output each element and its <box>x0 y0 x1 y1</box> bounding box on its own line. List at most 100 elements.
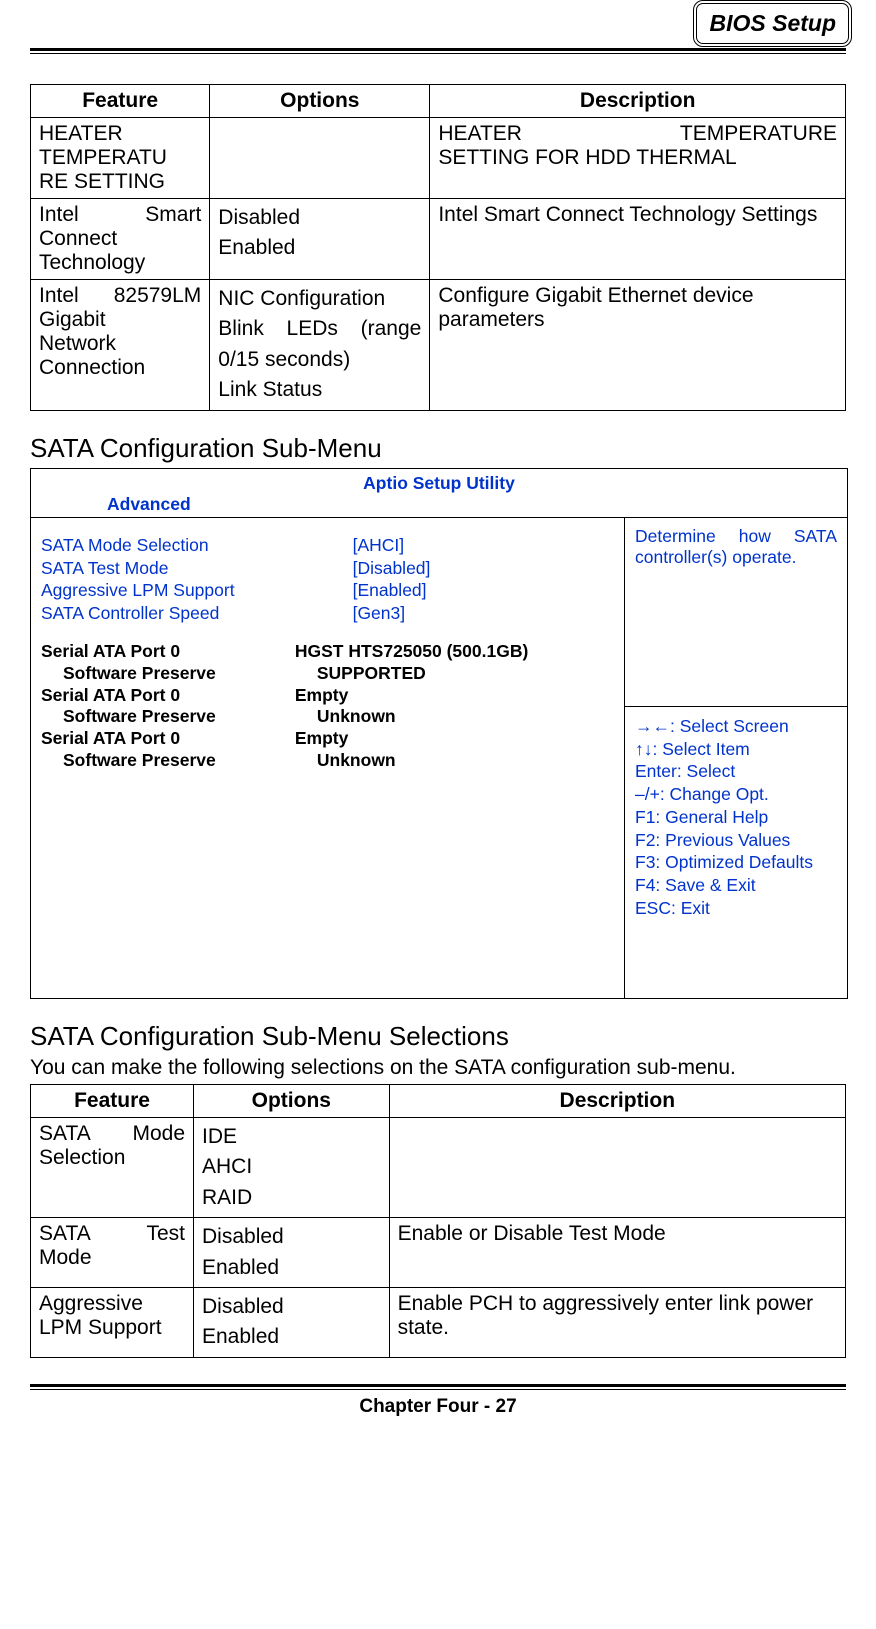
text: 82579LM <box>114 284 202 307</box>
feature-cell: Intel 82579LM Gigabit Network Connection <box>31 280 210 411</box>
table-row: Aggressive LPM Support Disabled Enabled … <box>31 1287 846 1357</box>
text: Disabled <box>202 1222 381 1252</box>
setting-name: Aggressive LPM Support <box>41 579 353 602</box>
bios-utility-title: Aptio Setup Utility <box>31 469 847 494</box>
page-footer: Chapter Four - 27 <box>30 1396 846 1418</box>
setting-value: [Gen3] <box>353 602 406 625</box>
col-header-description: Description <box>389 1084 845 1117</box>
key-hint: ↑↓: Select Item <box>635 738 837 761</box>
bios-settings-pane: SATA Mode Selection[AHCI] SATA Test Mode… <box>31 518 624 998</box>
col-header-description: Description <box>430 85 846 118</box>
text: Intel <box>39 203 79 226</box>
text: TEMPERATURE <box>680 122 837 145</box>
bios-setting-row[interactable]: SATA Test Mode[Disabled] <box>41 557 618 580</box>
bios-tab-advanced[interactable]: Advanced <box>31 494 847 518</box>
feature-cell: SATA Mode Selection <box>31 1117 194 1217</box>
bios-setting-row[interactable]: Aggressive LPM Support[Enabled] <box>41 579 618 602</box>
port-value: Unknown <box>317 706 396 728</box>
text: RAID <box>202 1183 381 1213</box>
bios-port-row: Serial ATA Port 0HGST HTS725050 (500.1GB… <box>41 641 618 663</box>
text: RE SETTING <box>39 170 201 194</box>
setting-value: [AHCI] <box>353 534 405 557</box>
text: Enabled <box>202 1322 381 1352</box>
text: Enabled <box>202 1253 381 1283</box>
text: Test <box>146 1222 185 1245</box>
text: Network <box>39 332 201 356</box>
feature-cell: Aggressive LPM Support <box>31 1287 194 1357</box>
text: LPM Support <box>39 1316 185 1340</box>
table-row: HEATER TEMPERATU RE SETTING HEATER TEMPE… <box>31 118 846 199</box>
port-value: Unknown <box>317 750 396 772</box>
port-name: Software Preserve <box>41 750 317 772</box>
text: SATA <box>39 1122 90 1145</box>
section-heading-sata-config-selections: SATA Configuration Sub-Menu Selections <box>30 1021 846 1052</box>
setting-value: [Disabled] <box>353 557 431 580</box>
key-hint: F2: Previous Values <box>635 829 837 852</box>
text: Link Status <box>218 375 421 405</box>
text: Intel Smart <box>39 203 201 227</box>
key-hint: F4: Save & Exit <box>635 874 837 897</box>
port-name: Serial ATA Port 0 <box>41 728 295 750</box>
options-cell <box>210 118 430 199</box>
bios-setting-row[interactable]: SATA Mode Selection[AHCI] <box>41 534 618 557</box>
page-header: BIOS Setup <box>30 0 846 72</box>
table-row: SATA Mode Selection IDE AHCI RAID <box>31 1117 846 1217</box>
key-hint: ESC: Exit <box>635 897 837 920</box>
text: Mode <box>39 1246 185 1270</box>
text: NIC Configuration <box>218 284 421 314</box>
port-value: Empty <box>295 685 348 707</box>
text: Connect <box>39 227 201 251</box>
text: Mode <box>132 1122 185 1145</box>
port-value: HGST HTS725050 (500.1GB) <box>295 641 528 663</box>
text: Aggressive <box>39 1292 185 1316</box>
description-cell: Configure Gigabit Ethernet device parame… <box>430 280 846 411</box>
text: Blink LEDs (range 0/15 seconds) <box>218 314 421 375</box>
text: Selection <box>39 1146 185 1170</box>
text: Connection <box>39 356 201 380</box>
options-cell: IDE AHCI RAID <box>194 1117 390 1217</box>
header-rule <box>30 48 846 54</box>
col-header-feature: Feature <box>31 1084 194 1117</box>
feature-table-1: Feature Options Description HEATER TEMPE… <box>30 84 846 411</box>
setting-name: SATA Mode Selection <box>41 534 353 557</box>
text: SATA Mode <box>39 1122 185 1146</box>
port-value: SUPPORTED <box>317 663 426 685</box>
feature-cell: SATA Test Mode <box>31 1218 194 1288</box>
setting-name: SATA Test Mode <box>41 557 353 580</box>
port-name: Serial ATA Port 0 <box>41 641 295 663</box>
text: Enabled <box>218 233 421 263</box>
text: HEATER TEMPERATURE <box>438 122 837 146</box>
table-row: SATA Test Mode Disabled Enabled Enable o… <box>31 1218 846 1288</box>
key-hint: –/+: Change Opt. <box>635 783 837 806</box>
bios-port-row: Software PreserveSUPPORTED <box>41 663 618 685</box>
col-header-options: Options <box>210 85 430 118</box>
bios-key-legend: →←: Select Screen ↑↓: Select Item Enter:… <box>625 706 847 998</box>
bios-port-row: Software PreserveUnknown <box>41 706 618 728</box>
bios-help-pane: Determine how SATA controller(s) operate… <box>624 518 847 998</box>
text: TEMPERATU <box>39 146 201 170</box>
table-row: Intel 82579LM Gigabit Network Connection… <box>31 280 846 411</box>
text: Intel 82579LM <box>39 284 201 308</box>
text: SATA <box>39 1222 90 1245</box>
table-header-row: Feature Options Description <box>31 1084 846 1117</box>
setting-name: SATA Controller Speed <box>41 602 353 625</box>
port-name: Software Preserve <box>41 663 317 685</box>
text: Gigabit <box>39 308 201 332</box>
text: IDE <box>202 1122 381 1152</box>
options-cell: Disabled Enabled <box>194 1218 390 1288</box>
feature-table-2: Feature Options Description SATA Mode Se… <box>30 1084 846 1358</box>
port-name: Serial ATA Port 0 <box>41 685 295 707</box>
bios-setting-row[interactable]: SATA Controller Speed[Gen3] <box>41 602 618 625</box>
text: HEATER <box>39 122 201 146</box>
text: HEATER <box>438 122 522 145</box>
description-cell: Enable PCH to aggressively enter link po… <box>389 1287 845 1357</box>
bios-setup-badge: BIOS Setup <box>693 0 852 47</box>
text: Technology <box>39 251 201 275</box>
text: SETTING FOR HDD THERMAL <box>438 146 837 170</box>
key-hint: F1: General Help <box>635 806 837 829</box>
text: Disabled <box>202 1292 381 1322</box>
description-cell: Intel Smart Connect Technology Settings <box>430 199 846 280</box>
key-hint: F3: Optimized Defaults <box>635 851 837 874</box>
bios-port-row: Software PreserveUnknown <box>41 750 618 772</box>
port-name: Software Preserve <box>41 706 317 728</box>
